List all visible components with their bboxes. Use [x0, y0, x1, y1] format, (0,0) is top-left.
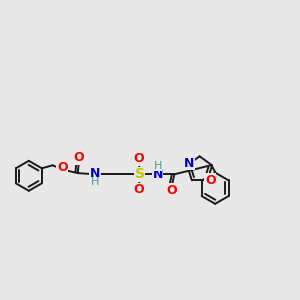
Text: H: H — [153, 161, 162, 171]
Text: O: O — [74, 151, 84, 164]
Text: S: S — [135, 167, 145, 181]
Text: O: O — [205, 174, 216, 187]
Text: O: O — [166, 184, 177, 197]
Text: O: O — [57, 161, 68, 174]
Text: O: O — [134, 183, 144, 196]
Text: N: N — [184, 157, 195, 169]
Text: N: N — [90, 167, 101, 180]
Text: H: H — [91, 177, 99, 187]
Text: N: N — [152, 168, 163, 181]
Text: O: O — [134, 152, 144, 165]
